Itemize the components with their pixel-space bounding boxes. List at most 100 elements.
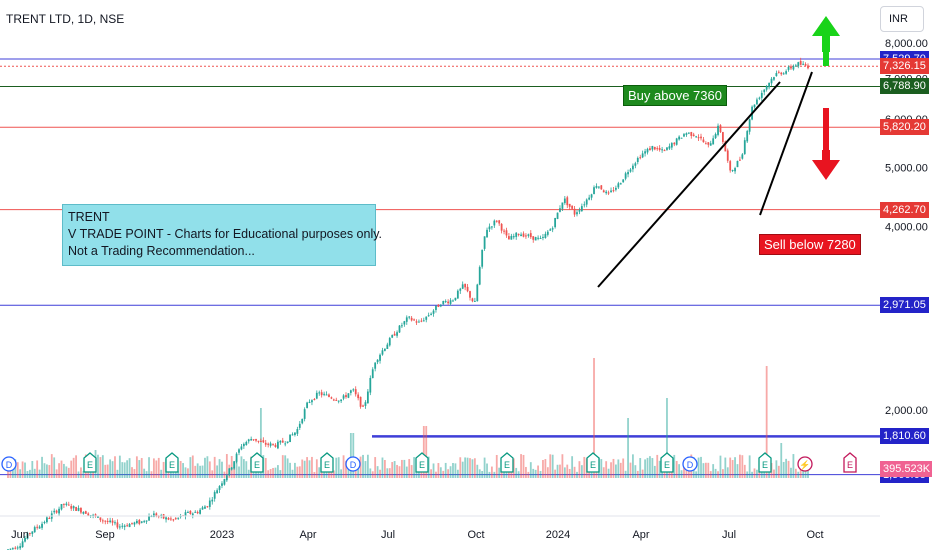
candle-body — [170, 518, 172, 520]
candle-body — [26, 533, 29, 539]
volume-bar — [743, 464, 746, 478]
volume-bar — [148, 457, 150, 478]
volume-bar — [340, 469, 343, 478]
candle-body — [393, 333, 396, 336]
currency-button[interactable]: INR — [880, 6, 924, 32]
volume-bar — [323, 468, 326, 478]
volume-bar — [315, 459, 318, 478]
candle-body — [787, 66, 790, 70]
candle-body — [413, 319, 415, 321]
volume-bar — [259, 408, 262, 478]
volume-bar — [101, 455, 104, 478]
volume-bar — [622, 458, 625, 478]
volume-bar — [19, 469, 22, 478]
volume-bar — [583, 456, 586, 478]
candle-body — [194, 511, 197, 513]
earnings-marker-icon[interactable] — [500, 452, 514, 473]
dividend-marker-icon[interactable] — [682, 456, 698, 472]
earnings-marker-icon[interactable] — [165, 452, 179, 473]
volume-bar — [792, 454, 795, 478]
dividend-marker-icon[interactable] — [1, 456, 17, 472]
event-marker-label: E — [504, 460, 510, 470]
candle-body — [765, 86, 768, 90]
candle-body — [247, 439, 250, 442]
candle-body — [573, 208, 576, 215]
candle-body — [303, 409, 306, 419]
volume-bar — [566, 464, 569, 478]
volume-bar — [612, 458, 615, 478]
volume-bar — [221, 461, 223, 478]
candle-body — [240, 446, 243, 450]
candle-body — [97, 516, 99, 518]
volume-bar — [9, 466, 12, 478]
volume-bar — [415, 470, 418, 478]
volume-bar — [532, 468, 535, 478]
volume-bar — [593, 358, 595, 478]
candle-body — [726, 150, 729, 161]
volume-bar — [269, 469, 272, 478]
x-tick-3: Apr — [299, 529, 316, 541]
earnings-marker-icon[interactable] — [415, 452, 429, 473]
split-marker-icon[interactable] — [797, 456, 813, 472]
earnings-marker-icon[interactable] — [758, 452, 772, 473]
earnings-marker-icon[interactable] — [843, 452, 857, 473]
price-tag-5: 2,971.05 — [880, 297, 929, 314]
candle-body — [349, 390, 352, 393]
volume-bar — [746, 471, 749, 478]
earnings-marker-icon[interactable] — [320, 452, 334, 473]
volume-bar — [133, 469, 136, 478]
earnings-marker-icon[interactable] — [586, 452, 600, 473]
volume-bar — [447, 469, 450, 478]
volume-bar — [717, 471, 719, 478]
candle-body — [799, 60, 802, 65]
x-tick-4: Jul — [381, 529, 395, 541]
volume-bar — [675, 460, 678, 478]
candle-body — [559, 208, 561, 212]
volume-bar — [267, 470, 270, 478]
volume-bar — [138, 460, 141, 478]
earnings-marker-icon[interactable] — [660, 452, 674, 473]
volume-bar — [629, 462, 632, 478]
candle-body — [150, 516, 153, 518]
volume-bar — [126, 460, 129, 478]
volume-bar — [325, 467, 328, 478]
volume-bar — [150, 471, 153, 478]
candle-body — [53, 510, 56, 513]
candle-body — [396, 332, 398, 336]
candle-body — [106, 520, 109, 522]
candle-body — [335, 399, 338, 401]
volume-bar — [797, 471, 800, 478]
volume-bar — [741, 455, 744, 478]
candle-body — [228, 468, 231, 476]
candle-body — [602, 190, 605, 193]
volume-bar — [724, 457, 727, 478]
volume-bar — [517, 471, 520, 478]
x-tick-9: Oct — [806, 529, 823, 541]
dividend-marker-icon[interactable] — [345, 456, 361, 472]
candle-body — [233, 461, 236, 469]
candle-body — [308, 401, 311, 403]
candle-body — [785, 71, 788, 74]
candle-body — [75, 507, 77, 511]
candle-body — [597, 186, 600, 188]
candle-body — [320, 392, 323, 396]
volume-bar — [473, 458, 476, 478]
candle-body — [28, 533, 31, 535]
candle-body — [549, 229, 552, 231]
earnings-marker-icon[interactable] — [250, 452, 264, 473]
volume-bar — [765, 366, 768, 478]
up-arrow-icon — [812, 16, 840, 66]
candle-body — [347, 393, 350, 398]
volume-bar — [736, 464, 739, 478]
earnings-marker-icon[interactable] — [83, 452, 97, 473]
candle-body — [644, 151, 646, 154]
candle-body — [342, 395, 345, 399]
volume-bar — [116, 469, 119, 478]
note-line-2: V TRADE POINT - Charts for Educational p… — [68, 227, 383, 241]
volume-bar — [520, 454, 522, 478]
candle-body — [576, 212, 578, 215]
candle-body — [238, 449, 240, 453]
candle-body — [568, 203, 571, 207]
volume-bar — [602, 467, 605, 478]
